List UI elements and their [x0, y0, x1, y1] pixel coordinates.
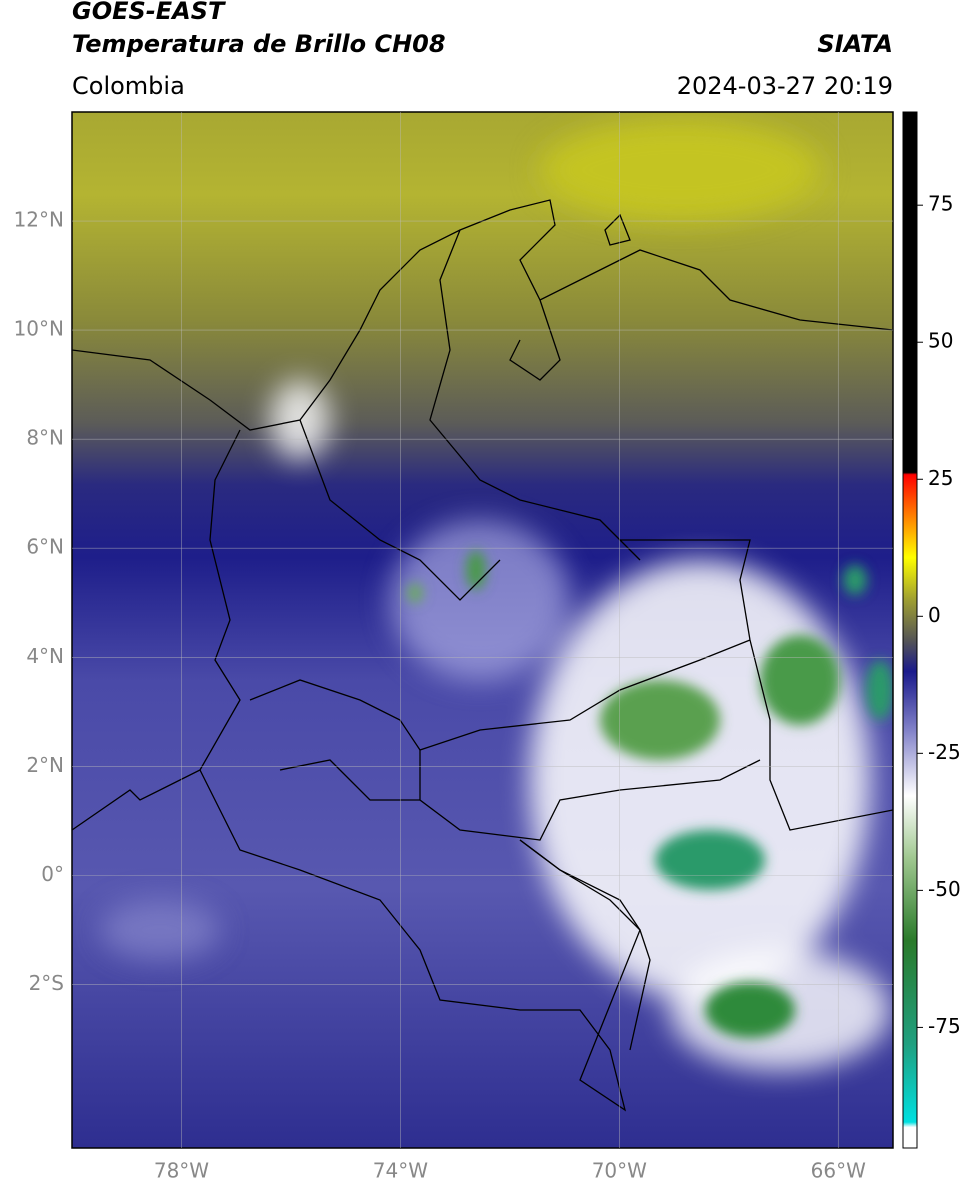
lon-tick-label: 66°W: [811, 1159, 866, 1183]
map-frame: [71, 111, 894, 1149]
colorbar-tick-label: -25: [928, 740, 961, 764]
title: GOES-EAST: [72, 0, 226, 25]
lat-tick-label: 12°N: [14, 208, 64, 232]
map-image: [72, 112, 893, 1148]
lon-tick-label: 74°W: [373, 1159, 428, 1183]
lat-tick-label: 8°N: [26, 426, 64, 450]
colorbar-tick-label: 0: [928, 603, 941, 627]
colorbar-tick-label: 25: [928, 466, 953, 490]
lat-tick-label: 4°N: [26, 644, 64, 668]
lat-tick-label: 0°: [41, 862, 64, 886]
colorbar-tick-label: -50: [928, 877, 961, 901]
lat-tick-label: 2°S: [29, 971, 64, 995]
colorbar-tick-label: -75: [928, 1014, 961, 1038]
lon-tick-label: 78°W: [154, 1159, 209, 1183]
colorbar-tick-label: 75: [928, 192, 953, 216]
subtitle: Temperatura de Brillo CH08: [72, 30, 446, 58]
lat-tick-label: 10°N: [14, 317, 64, 341]
source: SIATA: [817, 30, 893, 58]
timestamp: 2024-03-27 20:19: [677, 72, 893, 100]
colorbar: [902, 111, 918, 1149]
lon-tick-label: 70°W: [592, 1159, 647, 1183]
lat-tick-label: 2°N: [26, 753, 64, 777]
colorbar-tick-label: 50: [928, 329, 953, 353]
region: Colombia: [72, 72, 185, 100]
lat-tick-label: 6°N: [26, 535, 64, 559]
